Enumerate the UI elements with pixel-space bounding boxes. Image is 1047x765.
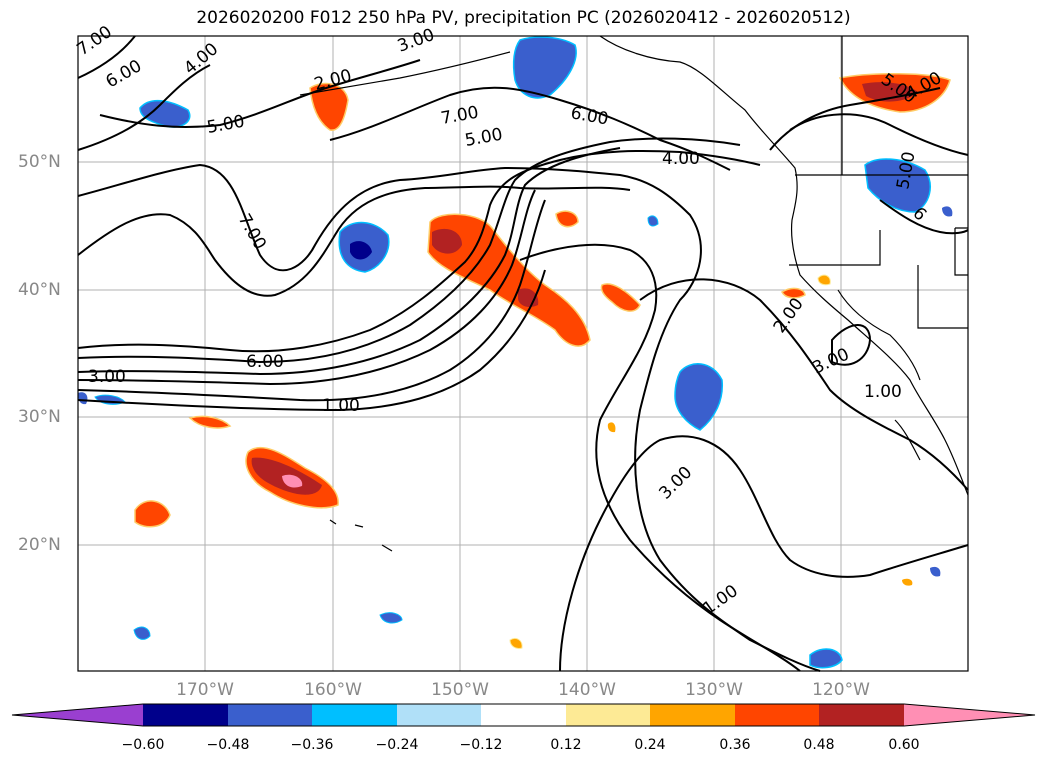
colorbar-tick-label: −0.60 bbox=[121, 737, 165, 753]
colorbar-tick-label: 0.24 bbox=[634, 737, 666, 753]
precip-anomaly-area bbox=[188, 415, 232, 429]
precip-anomaly-area bbox=[427, 213, 591, 347]
colorbar-segment bbox=[481, 704, 566, 726]
precip-negative-anomalies bbox=[78, 36, 953, 669]
pv-contour-line bbox=[77, 64, 211, 151]
colorbar-segment bbox=[397, 704, 481, 726]
colorbar-segment bbox=[735, 704, 819, 726]
colorbar-outline bbox=[11, 703, 1036, 727]
lon-label-120w: 120°W bbox=[812, 680, 870, 700]
lon-label-150w: 150°W bbox=[431, 680, 489, 700]
pv-contour-line bbox=[879, 199, 969, 235]
colorbar-segment bbox=[228, 704, 312, 726]
map-background bbox=[78, 36, 968, 671]
pv-contour-line bbox=[77, 149, 761, 353]
pv-contour-line bbox=[77, 185, 631, 297]
precip-anomaly-area bbox=[674, 363, 723, 431]
precip-anomaly-area bbox=[555, 210, 579, 228]
north-america-coast bbox=[599, 35, 969, 496]
colorbar-segment bbox=[143, 704, 228, 726]
precip-anomaly-area bbox=[647, 215, 659, 227]
aleutian-islands bbox=[299, 51, 511, 96]
precip-anomaly-area bbox=[930, 566, 941, 577]
pv-contour-line bbox=[77, 35, 136, 79]
colorbar-segment bbox=[819, 704, 904, 726]
colorbar-segment bbox=[12, 704, 143, 726]
precip-anomaly-area bbox=[607, 422, 616, 433]
precip-anomaly-area bbox=[432, 228, 462, 254]
pv-contour-line bbox=[639, 278, 969, 491]
state-border bbox=[954, 227, 968, 276]
contour-label: 1.00 bbox=[322, 396, 360, 416]
precip-anomaly-area bbox=[942, 206, 953, 217]
lat-label-30n: 30°N bbox=[18, 407, 61, 427]
lat-label-40n: 40°N bbox=[18, 280, 61, 300]
colorbar-tick-label: 0.12 bbox=[550, 737, 582, 753]
pv-contour-line bbox=[77, 147, 621, 376]
contour-label: 6.00 bbox=[246, 352, 284, 372]
pv-contour-line bbox=[77, 137, 741, 364]
precip-anomaly-area bbox=[781, 287, 806, 299]
precip-anomaly-area bbox=[862, 82, 918, 102]
precip-anomaly-area bbox=[902, 578, 913, 586]
precip-anomaly-area bbox=[509, 637, 523, 649]
pv-contour-line bbox=[831, 324, 872, 366]
pv-contour-line bbox=[559, 435, 969, 672]
precip-anomaly-area bbox=[600, 283, 641, 312]
colorbar-segment bbox=[566, 704, 650, 726]
precip-anomaly-area bbox=[512, 36, 577, 99]
state-border bbox=[789, 230, 881, 266]
map-frame bbox=[77, 35, 969, 672]
contour-label: 4.00 bbox=[662, 149, 700, 169]
colorbar-tick-label: −0.12 bbox=[459, 737, 503, 753]
pv-contour-line bbox=[789, 113, 969, 156]
pv-contour-line bbox=[77, 163, 821, 672]
pv-contours bbox=[77, 35, 969, 672]
precip-anomaly-area bbox=[309, 82, 349, 131]
pv-contour-line bbox=[77, 189, 536, 386]
lat-label-50n: 50°N bbox=[18, 152, 61, 172]
colorbar-tick-label: −0.24 bbox=[375, 737, 419, 753]
lon-label-160w: 160°W bbox=[304, 680, 362, 700]
colorbar-segment bbox=[312, 704, 397, 726]
coastlines bbox=[299, 35, 969, 552]
pv-contour-line bbox=[519, 243, 801, 672]
precip-anomaly-area bbox=[133, 626, 151, 640]
precip-anomaly-area bbox=[139, 99, 191, 128]
contour-label: 1.00 bbox=[864, 382, 902, 402]
colorbar-segment bbox=[904, 704, 1035, 726]
lon-label-140w: 140°W bbox=[558, 680, 616, 700]
state-border bbox=[917, 265, 968, 329]
precip-anomaly-area bbox=[809, 648, 843, 669]
pv-contour-line bbox=[77, 269, 546, 412]
pv-contour-line bbox=[329, 86, 731, 171]
colorbar-tick-label: −0.36 bbox=[290, 737, 334, 753]
precip-anomaly-area bbox=[817, 274, 831, 286]
map-title: 2026020200 F012 250 hPa PV, precipitatio… bbox=[196, 8, 851, 28]
hawaiian-islands bbox=[329, 519, 393, 552]
pv-contour-line bbox=[77, 199, 546, 402]
colorbar-tick-label: −0.48 bbox=[206, 737, 250, 753]
colorbar-tick-label: 0.60 bbox=[888, 737, 920, 753]
pv-contour-line bbox=[769, 87, 941, 151]
precip-anomaly-area bbox=[134, 500, 171, 528]
colorbar-segment bbox=[650, 704, 735, 726]
colorbar-tick-label: 0.48 bbox=[803, 737, 835, 753]
colorbar-tick-label: 0.36 bbox=[719, 737, 751, 753]
pv-contour-line bbox=[99, 59, 421, 128]
precip-anomaly-area bbox=[282, 474, 303, 488]
contour-label: 3.00 bbox=[88, 367, 126, 387]
precip-anomaly-area bbox=[379, 612, 403, 624]
mexico-border bbox=[837, 289, 921, 381]
colorbar bbox=[11, 703, 1036, 727]
lon-label-170w: 170°W bbox=[176, 680, 234, 700]
lat-label-20n: 20°N bbox=[18, 535, 61, 555]
lon-label-130w: 130°W bbox=[685, 680, 743, 700]
precip-positive-anomalies bbox=[134, 72, 951, 649]
precip-anomaly-area bbox=[350, 241, 372, 260]
